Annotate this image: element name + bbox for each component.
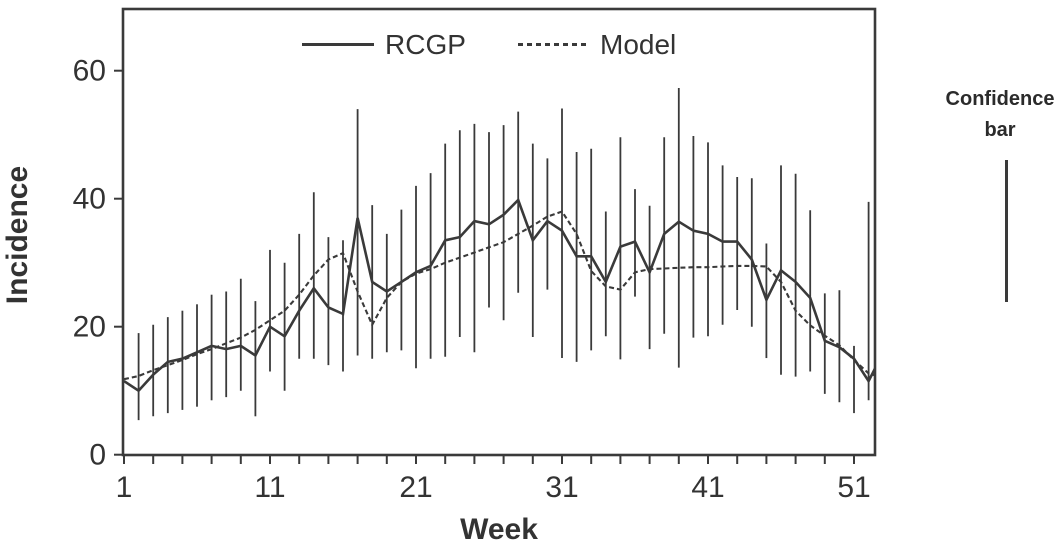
- legend-model-line-sample: [518, 43, 588, 46]
- confidence-annotation: Confidence bar: [935, 84, 1064, 146]
- y-tick-label: 20: [73, 311, 106, 344]
- confidence-bar-sample: [1005, 160, 1008, 302]
- y-axis-tick-labels: 0 20 40 60: [73, 55, 106, 472]
- x-tick-label: 11: [254, 471, 285, 504]
- y-axis-title: Incidence: [1, 165, 34, 305]
- legend-label-rcgp: RCGP: [385, 29, 466, 60]
- x-tick-label: 51: [837, 471, 870, 504]
- x-axis-title: Week: [460, 513, 538, 546]
- model-line: [123, 210, 875, 381]
- x-tick-label: 31: [545, 471, 578, 504]
- plot-frame: [121, 7, 877, 457]
- x-tick-label: 21: [399, 471, 432, 504]
- rcgp-line: [123, 197, 875, 393]
- confidence-bars: [137, 87, 870, 421]
- y-tick-label: 60: [73, 55, 106, 88]
- x-tick-label: 1: [116, 471, 133, 504]
- y-tick-label: 0: [89, 439, 106, 472]
- confidence-annotation-line2: bar: [984, 119, 1016, 141]
- x-axis-tick-labels: 1 11 21 31 41 51: [116, 471, 871, 504]
- legend-label-model: Model: [600, 29, 677, 60]
- y-tick-label: 40: [73, 183, 106, 216]
- x-tick-label: 41: [691, 471, 724, 504]
- y-axis-ticks: [114, 69, 123, 456]
- confidence-annotation-line1: Confidence: [945, 88, 1055, 110]
- x-axis-ticks: [123, 455, 855, 464]
- legend-rcgp-line-sample: [302, 43, 374, 46]
